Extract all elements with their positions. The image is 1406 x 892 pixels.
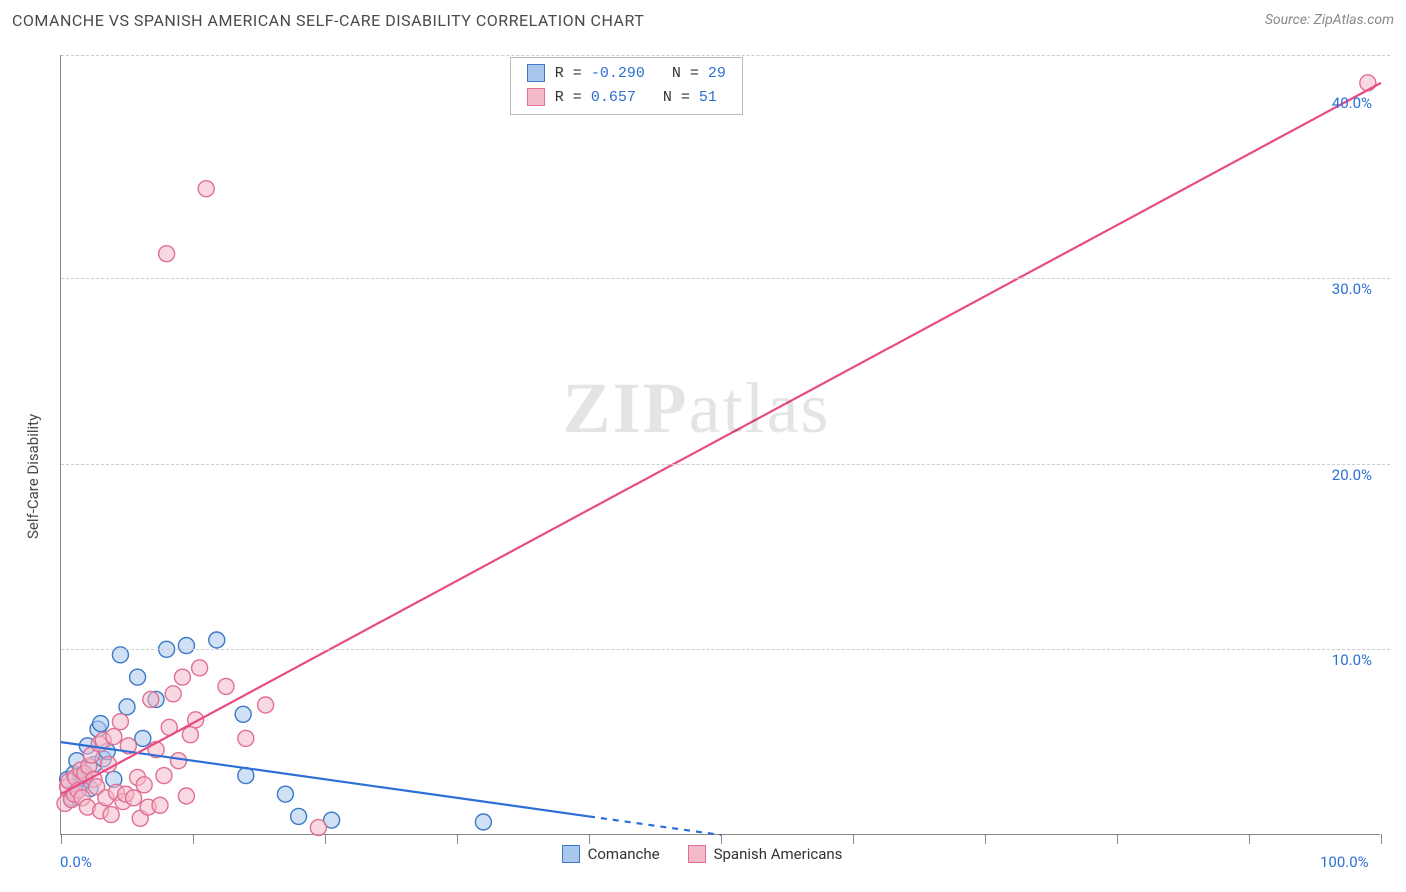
gridline xyxy=(61,278,1390,279)
data-point xyxy=(475,814,491,830)
data-point xyxy=(112,714,128,730)
data-point xyxy=(165,686,181,702)
trend-line xyxy=(61,83,1381,794)
legend-label: Comanche xyxy=(588,845,660,863)
data-point xyxy=(135,730,151,746)
data-point xyxy=(174,669,190,685)
y-tick-label: 10.0% xyxy=(1332,651,1372,669)
stats-row: R = 0.657 N = 51 xyxy=(527,86,726,110)
data-point xyxy=(152,797,168,813)
x-tick xyxy=(61,834,62,844)
gridline xyxy=(61,55,1390,56)
legend-label: Spanish Americans xyxy=(714,845,843,863)
stats-row: R = -0.290 N = 29 xyxy=(527,62,726,86)
x-tick xyxy=(853,834,854,844)
data-point xyxy=(277,786,293,802)
data-point xyxy=(130,669,146,685)
data-point xyxy=(209,632,225,648)
data-point xyxy=(291,808,307,824)
source-label: Source: ZipAtlas.com xyxy=(1265,12,1394,28)
data-point xyxy=(119,699,135,715)
chart-header: COMANCHE VS SPANISH AMERICAN SELF-CARE D… xyxy=(0,0,1406,40)
y-tick-label: 20.0% xyxy=(1332,466,1372,484)
y-axis-label: Self-Care Disability xyxy=(24,413,42,538)
data-point xyxy=(159,246,175,262)
data-point xyxy=(156,768,172,784)
data-point xyxy=(178,638,194,654)
trend-line-dashed xyxy=(589,816,721,835)
data-point xyxy=(182,727,198,743)
data-point xyxy=(143,691,159,707)
data-point xyxy=(310,820,326,836)
data-point xyxy=(136,777,152,793)
legend-item: Spanish Americans xyxy=(688,845,843,863)
data-point xyxy=(198,181,214,197)
x-tick xyxy=(1381,834,1382,844)
x-tick xyxy=(457,834,458,844)
x-axis-max-label: 100.0% xyxy=(1320,853,1369,871)
legend-swatch xyxy=(688,845,706,863)
x-tick xyxy=(193,834,194,844)
data-point xyxy=(106,729,122,745)
data-point xyxy=(93,716,109,732)
data-point xyxy=(1360,75,1376,91)
series-legend: Comanche Spanish Americans xyxy=(562,845,843,863)
scatter-svg xyxy=(61,55,1381,835)
data-point xyxy=(192,660,208,676)
y-tick-label: 40.0% xyxy=(1332,94,1372,112)
legend-item: Comanche xyxy=(562,845,660,863)
x-axis-min-label: 0.0% xyxy=(60,853,92,871)
data-point xyxy=(258,697,274,713)
data-point xyxy=(170,753,186,769)
data-point xyxy=(126,790,142,806)
data-point xyxy=(235,706,251,722)
x-tick xyxy=(589,834,590,844)
series-swatch xyxy=(527,64,545,82)
gridline xyxy=(61,649,1390,650)
data-point xyxy=(103,807,119,823)
data-point xyxy=(218,678,234,694)
data-point xyxy=(178,788,194,804)
stats-legend-box: R = -0.290 N = 29R = 0.657 N = 51 xyxy=(510,57,743,115)
plot-area: R = -0.290 N = 29R = 0.657 N = 51 ZIPatl… xyxy=(60,55,1380,835)
y-tick-label: 30.0% xyxy=(1332,280,1372,298)
x-tick xyxy=(721,834,722,844)
x-tick xyxy=(985,834,986,844)
x-tick xyxy=(1249,834,1250,844)
series-swatch xyxy=(527,88,545,106)
legend-swatch xyxy=(562,845,580,863)
gridline xyxy=(61,464,1390,465)
x-tick xyxy=(1117,834,1118,844)
x-tick xyxy=(325,834,326,844)
chart-title: COMANCHE VS SPANISH AMERICAN SELF-CARE D… xyxy=(12,11,644,30)
data-point xyxy=(238,730,254,746)
